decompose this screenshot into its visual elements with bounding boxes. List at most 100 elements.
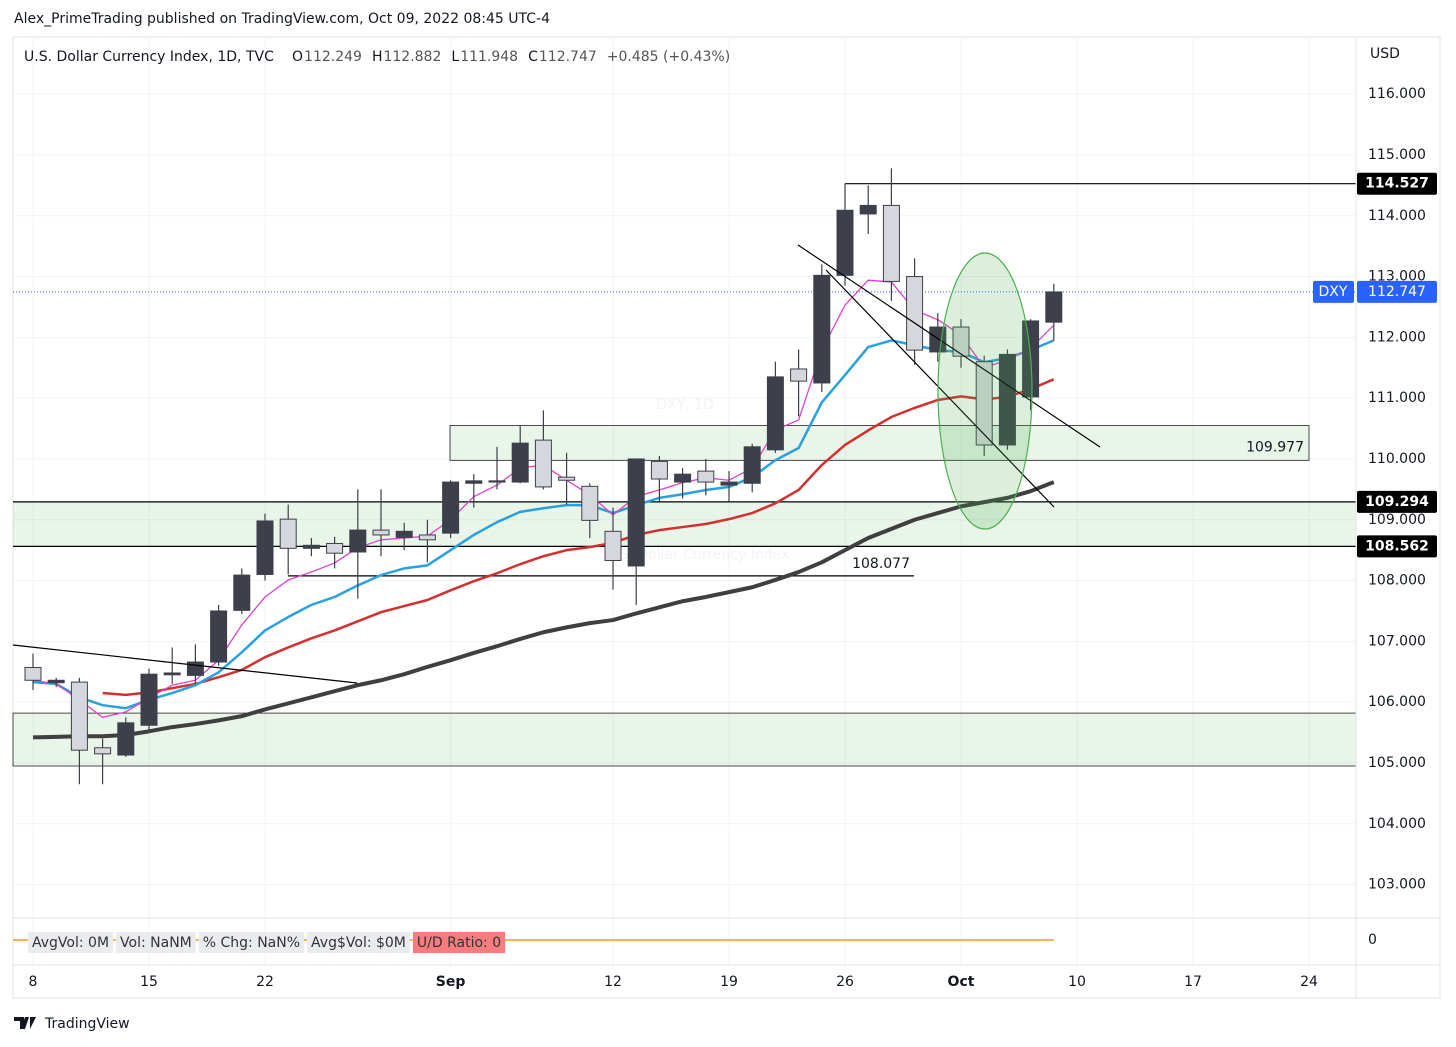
candle-down bbox=[326, 542, 344, 554]
y-tick-label: 106.000 bbox=[1368, 694, 1426, 710]
candle-up bbox=[674, 473, 692, 483]
candle-down bbox=[534, 439, 552, 488]
y-tick-label: 103.000 bbox=[1368, 877, 1426, 893]
y-tick-label: 114.000 bbox=[1368, 208, 1426, 224]
symbol-tag-label: DXY bbox=[1319, 284, 1348, 300]
price-tag-label: 109.294 bbox=[1365, 494, 1429, 510]
candle-up bbox=[488, 480, 506, 483]
volume-stat: AvgVol: 0M bbox=[32, 935, 109, 951]
candle-up bbox=[442, 481, 460, 534]
candle-up bbox=[395, 530, 413, 538]
watermark-symbol: DXY, 1D bbox=[656, 397, 714, 413]
channel-line bbox=[797, 244, 1101, 448]
candle-up bbox=[998, 353, 1016, 446]
x-tick-label: 19 bbox=[720, 974, 738, 990]
currency: USD bbox=[1370, 46, 1400, 62]
ohlc-value: 112.747 bbox=[539, 49, 597, 65]
candle-up bbox=[813, 274, 831, 384]
y-tick-label: 104.000 bbox=[1368, 816, 1426, 832]
ohlc-value: 112.882 bbox=[383, 49, 441, 65]
candle-up bbox=[511, 442, 529, 483]
y-tick-label: 109.000 bbox=[1368, 512, 1426, 528]
candle-down bbox=[70, 681, 88, 751]
x-tick-label: 12 bbox=[604, 974, 622, 990]
volume-stat: U/D Ratio: 0 bbox=[417, 935, 501, 951]
candle-down bbox=[372, 529, 390, 536]
moving-average bbox=[32, 339, 1055, 710]
ohlc-value: 112.249 bbox=[304, 49, 362, 65]
candle-up bbox=[233, 574, 251, 611]
candle-down bbox=[975, 361, 993, 446]
volume-stat-box bbox=[198, 932, 305, 953]
channel-line bbox=[825, 269, 1055, 508]
candle-down bbox=[697, 470, 715, 483]
x-tick-label: 17 bbox=[1184, 974, 1202, 990]
volume-stat: Avg$Vol: $0M bbox=[311, 935, 406, 951]
candle-up bbox=[743, 446, 761, 484]
price-tag bbox=[1357, 172, 1437, 195]
x-tick-label: 24 bbox=[1300, 974, 1318, 990]
logo bbox=[14, 1017, 36, 1029]
zone bbox=[449, 425, 1310, 461]
price-tag bbox=[1357, 280, 1437, 303]
ohlc-key: C bbox=[528, 49, 538, 65]
candle-up bbox=[302, 544, 320, 549]
trend-line bbox=[12, 644, 358, 684]
price-tag-label: 112.747 bbox=[1368, 284, 1426, 300]
footer: TradingView bbox=[14, 1016, 130, 1032]
candle-up bbox=[117, 722, 135, 756]
volume-stat-box bbox=[307, 932, 410, 953]
ohlc-key: H bbox=[372, 49, 383, 65]
y-tick-label: 108.000 bbox=[1368, 573, 1426, 589]
y-tick-label: 110.000 bbox=[1368, 451, 1426, 467]
price-tag bbox=[1357, 490, 1437, 513]
zone-label: 109.977 bbox=[1246, 439, 1304, 455]
x-tick-label: 26 bbox=[836, 974, 854, 990]
candle-down bbox=[882, 204, 900, 282]
candle-up bbox=[349, 529, 367, 553]
candle-down bbox=[790, 368, 808, 382]
candle-up bbox=[210, 610, 228, 663]
price-tag-label: 114.527 bbox=[1365, 176, 1429, 192]
candle-down bbox=[558, 476, 576, 481]
price-tag bbox=[1357, 535, 1437, 558]
candle-up bbox=[766, 376, 784, 451]
candle-down bbox=[24, 667, 42, 681]
candle-down bbox=[581, 485, 599, 521]
support-label: 108.077 bbox=[852, 556, 910, 572]
candle-up bbox=[859, 204, 877, 215]
x-tick-label: 15 bbox=[140, 974, 158, 990]
brand: TradingView bbox=[44, 1016, 130, 1032]
candle-up bbox=[720, 481, 738, 486]
moving-average bbox=[32, 480, 1055, 740]
y-tick-label: 107.000 bbox=[1368, 633, 1426, 649]
moving-average bbox=[102, 378, 1055, 697]
zone bbox=[12, 712, 1357, 767]
frame bbox=[12, 36, 1441, 999]
x-tick-label: Oct bbox=[948, 974, 975, 990]
volume-stat-box bbox=[28, 932, 114, 953]
ohlc-key: O bbox=[292, 49, 303, 65]
change: +0.485 (+0.43%) bbox=[607, 49, 730, 65]
volume-stat: Vol: NaNM bbox=[120, 935, 192, 951]
y-tick-label: 112.000 bbox=[1368, 329, 1426, 345]
candle-up bbox=[163, 672, 181, 676]
volume-stat-box bbox=[412, 932, 506, 953]
volume-tick-label: 0 bbox=[1368, 932, 1377, 948]
candle-down bbox=[906, 276, 924, 351]
zone bbox=[13, 501, 1356, 547]
y-tick-label: 115.000 bbox=[1368, 147, 1426, 163]
x-tick-label: Sep bbox=[436, 974, 466, 990]
candle-down bbox=[418, 534, 436, 541]
y-tick-label: 113.000 bbox=[1368, 269, 1426, 285]
candle-down bbox=[650, 460, 668, 480]
volume-stat-box bbox=[116, 932, 196, 953]
y-tick-label: 105.000 bbox=[1368, 755, 1426, 771]
x-tick-label: 22 bbox=[256, 974, 274, 990]
symbol-name: U.S. Dollar Currency Index, 1D, TVC bbox=[24, 49, 274, 65]
candle-up bbox=[140, 673, 158, 726]
price-tag-label: 108.562 bbox=[1365, 538, 1429, 554]
ohlc-value: 111.948 bbox=[460, 49, 518, 65]
